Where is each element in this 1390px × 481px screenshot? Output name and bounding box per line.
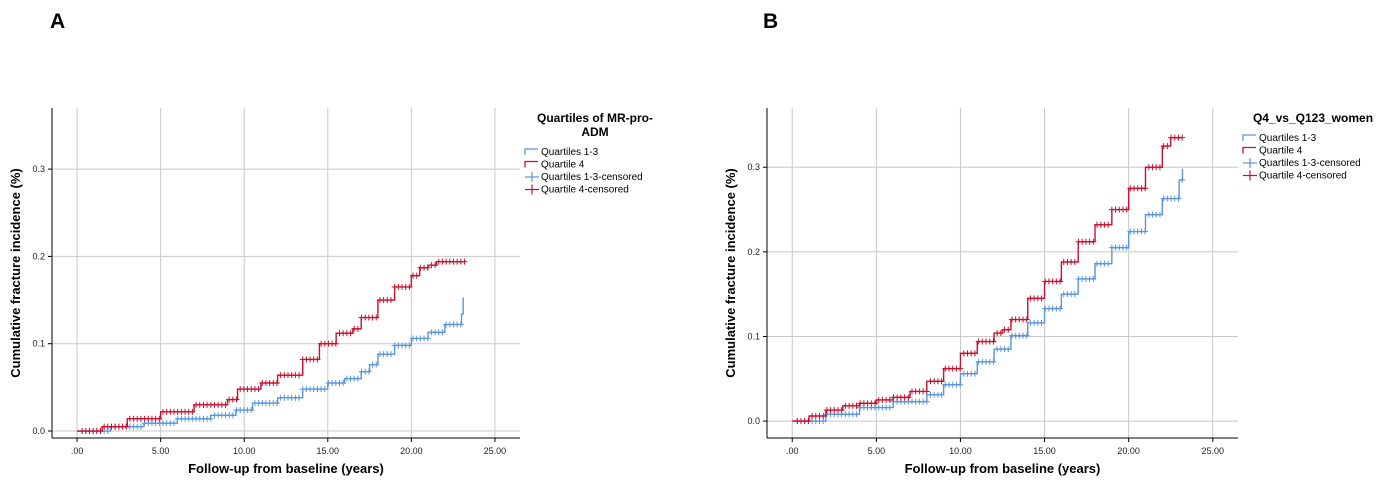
legend-entry-label: Quartiles 1-3	[541, 147, 599, 158]
legend-title: Quartiles of MR-pro-	[537, 111, 653, 125]
panel-letter-a: A	[50, 10, 66, 33]
y-axis-title: Cumulative fracture incidence (%)	[723, 168, 738, 378]
series-line-quartiles-1-3	[792, 168, 1184, 422]
x-tick-label: 25.00	[484, 446, 507, 456]
chart-a: .00 5.00 10.00 15.00 20.00 25.00 0.0 0.1 0.2 0.3 F…	[8, 108, 653, 476]
y-tick-label: 0.2	[32, 251, 45, 261]
panel-letter-b: B	[763, 10, 779, 33]
x-tick-label: 25.00	[1202, 446, 1225, 456]
y-tick-label: 0.3	[747, 162, 760, 172]
legend-title: Q4_vs_Q123_women	[1253, 111, 1373, 125]
legend-entry-label: Quartile 4-censored	[1259, 171, 1347, 182]
y-tick-label: 0.2	[747, 247, 760, 257]
x-tick-label: 15.00	[317, 446, 340, 456]
series-line-quartile-4	[792, 136, 1183, 422]
x-tick-label: 20.00	[400, 446, 423, 456]
y-tick-label: 0.3	[32, 164, 45, 174]
x-tick-label: .00	[71, 446, 84, 456]
y-tick-label: 0.0	[32, 426, 45, 436]
x-tick-label: 5.00	[868, 446, 886, 456]
censor-marks-quartile-4	[79, 258, 468, 435]
x-axis-title: Follow-up from baseline (years)	[905, 461, 1101, 476]
y-tick-label: 0.0	[747, 416, 760, 426]
legend-swatch-line	[524, 148, 538, 155]
x-tick-label: 10.00	[233, 446, 256, 456]
legend-entry-label: Quartile 4	[1259, 146, 1303, 157]
y-tick-label: 0.1	[747, 331, 760, 341]
legend-swatch-line	[524, 160, 538, 168]
legend-entry-label: Quartiles 1-3	[1259, 133, 1317, 144]
censor-marks-quartiles-1-3	[794, 176, 1186, 425]
censor-marks-quartile-4	[794, 134, 1186, 425]
legend-swatch-line	[1242, 134, 1256, 141]
legend: Quartiles of MR-pro-ADM Quartiles 1-3 Quar…	[524, 111, 653, 196]
legend-entry-label: Quartile 4	[541, 160, 585, 171]
y-axis-title: Cumulative fracture incidence (%)	[8, 168, 23, 378]
legend-entry-label: Quartiles 1-3-censored	[1259, 158, 1361, 169]
x-tick-label: 10.00	[949, 446, 972, 456]
legend-entry-label: Quartiles 1-3-censored	[541, 172, 643, 183]
x-axis-title: Follow-up from baseline (years)	[188, 461, 384, 476]
x-tick-label: 5.00	[152, 446, 170, 456]
legend-swatch-line	[1242, 146, 1256, 154]
x-tick-label: .00	[786, 446, 799, 456]
x-tick-label: 15.00	[1033, 446, 1056, 456]
y-tick-label: 0.1	[32, 339, 45, 349]
censor-marks-quartiles-1-3	[79, 321, 464, 435]
x-tick-label: 20.00	[1117, 446, 1140, 456]
legend-title: ADM	[581, 125, 608, 139]
legend-entry-label: Quartile 4-censored	[541, 185, 629, 196]
